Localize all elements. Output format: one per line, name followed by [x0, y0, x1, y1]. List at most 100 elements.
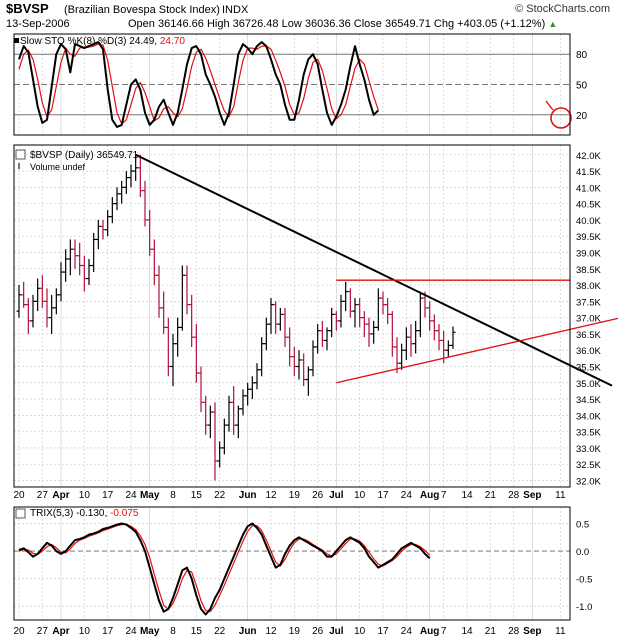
price-y-tick-18: 33.0K: [576, 444, 601, 455]
price-y-tick-7: 38.5K: [576, 265, 601, 276]
price-x-label-10: Jun: [239, 490, 257, 501]
price-y-tick-9: 37.5K: [576, 297, 601, 308]
price-bar-6: [44, 288, 50, 328]
price-bar-50: [249, 376, 255, 400]
volume-legend: Volume undef: [30, 162, 86, 172]
price-x-label-17: 24: [401, 490, 413, 501]
price-bar-57: [282, 307, 288, 347]
price-bar-22: [119, 180, 125, 204]
price-bar-67: [329, 307, 335, 338]
price-x-label-6: May: [140, 490, 160, 501]
price-x-label-22: 28: [508, 490, 520, 501]
sto-y-tick-0: 80: [576, 50, 588, 61]
price-x-label-24: 11: [555, 490, 566, 501]
price-y-tick-20: 32.0K: [576, 476, 601, 487]
price-bar-66: [324, 327, 330, 351]
price-bar-15: [86, 259, 92, 286]
price-bar-71: [347, 288, 353, 318]
trix-legend-value: TRIX(5,3) -0.130,: [30, 508, 110, 519]
price-x-label-7: 8: [170, 490, 176, 501]
price-bar-68: [333, 311, 339, 331]
price-bar-35: [179, 265, 185, 331]
trix-x-label-7: 8: [170, 626, 176, 637]
trix-x-label-2: Apr: [52, 626, 69, 637]
price-x-label-9: 22: [214, 490, 226, 501]
price-bar-36: [184, 265, 190, 315]
price-bar-44: [221, 418, 227, 455]
price-bar-38: [193, 324, 199, 383]
price-bar-80: [389, 311, 395, 357]
price-x-label-19: 7: [441, 490, 447, 501]
chg-label: Chg: [433, 18, 455, 30]
price-bar-9: [58, 262, 64, 302]
price-support-line: [336, 317, 619, 384]
close-value: 36549.71: [384, 18, 431, 30]
trix-line: [18, 522, 431, 616]
price-legend: $BVSP (Daily) 36549.71: [30, 150, 139, 161]
chg-value: +403.05 (+1.12%): [457, 18, 546, 30]
price-bar-18: [100, 219, 106, 240]
price-bar-74: [361, 311, 367, 338]
up-triangle-icon: ▲: [548, 19, 558, 29]
trix-legend: TRIX(5,3) -0.130, -0.075: [30, 508, 139, 519]
price-bar-77: [375, 288, 381, 331]
price-x-label-3: 10: [79, 490, 91, 501]
price-x-label-5: 24: [125, 490, 137, 501]
brand-label: © StockCharts.com: [515, 3, 610, 15]
quote-line: Open 36146.66 High 36726.48 Low 36036.36…: [128, 18, 557, 30]
trix-x-label-4: 17: [102, 626, 114, 637]
trix-x-label-21: 21: [485, 626, 497, 637]
price-x-label-2: Apr: [52, 490, 69, 501]
price-bar-7: [49, 294, 55, 334]
high-label: High: [206, 18, 230, 30]
price-bar-43: [217, 441, 223, 468]
trix-legend-swatch: [15, 508, 26, 519]
price-bar-65: [319, 320, 325, 347]
trix-x-label-14: Jul: [329, 626, 344, 637]
price-y-tick-14: 35.0K: [576, 379, 601, 390]
exchange-label: INDX: [222, 4, 249, 16]
symbol-title: $BVSP: [6, 1, 49, 16]
price-bar-17: [95, 219, 101, 250]
price-y-tick-0: 42.0K: [576, 151, 601, 162]
price-x-label-4: 17: [102, 490, 114, 501]
price-bar-24: [128, 164, 134, 188]
high-value: 36726.48: [232, 18, 279, 30]
price-bar-19: [105, 210, 111, 237]
price-bar-25: [133, 154, 139, 181]
price-bar-13: [77, 242, 83, 276]
sto-y-tick-2: 20: [576, 111, 588, 122]
price-bar-21: [114, 187, 120, 211]
trix-x-label-8: 15: [191, 626, 203, 637]
price-bar-48: [240, 389, 246, 416]
price-bar-30: [156, 265, 162, 318]
price-y-tick-17: 33.5K: [576, 428, 601, 439]
trix-x-label-1: 27: [37, 626, 49, 637]
price-bar-34: [175, 317, 181, 357]
trix-panel-frame: [13, 506, 571, 621]
trix-x-label-11: 12: [265, 626, 277, 637]
price-x-label-14: Jul: [329, 490, 344, 501]
price-bar-85: [413, 320, 419, 354]
price-bar-0: [16, 285, 22, 318]
price-bar-72: [352, 298, 358, 328]
trix-x-label-12: 19: [289, 626, 301, 637]
trix-x-label-5: 24: [125, 626, 137, 637]
price-bar-11: [67, 239, 73, 276]
price-bar-56: [277, 307, 283, 331]
price-bar-54: [268, 298, 274, 334]
price-bar-92: [445, 340, 451, 357]
price-bar-64: [315, 324, 321, 354]
trix-x-label-6: May: [140, 626, 160, 637]
price-bar-8: [53, 288, 59, 315]
trix-signal-line: [18, 523, 431, 613]
price-y-tick-12: 36.0K: [576, 346, 601, 357]
price-x-label-11: 12: [265, 490, 277, 501]
price-bar-23: [123, 171, 129, 194]
open-label: Open: [128, 18, 155, 30]
price-bar-79: [385, 298, 391, 325]
price-bar-3: [30, 294, 36, 328]
price-x-label-12: 19: [289, 490, 301, 501]
price-bar-82: [399, 343, 405, 370]
price-y-tick-19: 32.5K: [576, 460, 601, 471]
